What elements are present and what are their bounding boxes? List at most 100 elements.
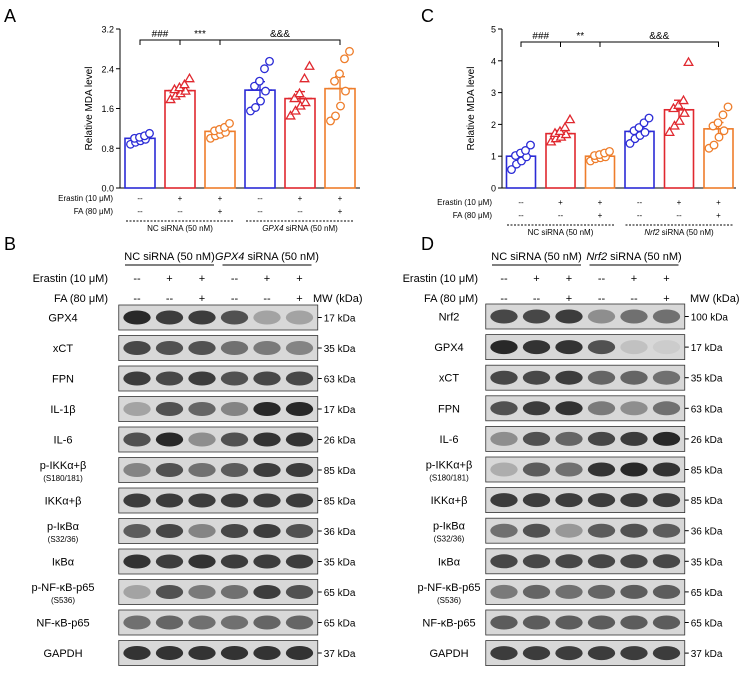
band-label: p-NF-κB-p65	[32, 582, 95, 594]
blot-band	[490, 493, 518, 508]
blot-band	[620, 523, 648, 538]
condition-value: --	[630, 293, 638, 305]
band-label: GPX4	[48, 313, 77, 325]
data-point	[605, 146, 614, 156]
panel-letter: C	[421, 6, 434, 26]
band-label: xCT	[439, 373, 459, 385]
bar	[124, 137, 156, 189]
blot-band	[188, 402, 216, 416]
blot-band	[555, 431, 583, 446]
condition-value: +	[716, 211, 721, 220]
data-point	[683, 56, 694, 67]
blot-band	[220, 646, 249, 660]
blot-band	[555, 523, 583, 538]
blot-band	[555, 646, 583, 661]
blot-band	[253, 341, 281, 355]
blot-band	[253, 646, 281, 660]
condition-value: +	[677, 198, 682, 207]
data-point	[679, 107, 690, 117]
band-label: IκBα	[438, 556, 461, 568]
blot-band	[220, 310, 249, 325]
blot-band	[620, 340, 648, 355]
condition-value: +	[296, 293, 302, 305]
blot-frame	[118, 335, 319, 361]
condition-value: --	[533, 293, 541, 305]
blot-band	[285, 371, 314, 386]
y-tick-label: 4	[491, 56, 496, 66]
condition-value: --	[297, 207, 303, 216]
condition-value: --	[518, 198, 524, 207]
blot-band	[220, 432, 249, 447]
blot-band	[285, 463, 314, 477]
blot-frame	[118, 518, 319, 544]
blot-band	[620, 309, 648, 324]
condition-value: +	[178, 194, 183, 203]
blot-band	[285, 554, 314, 569]
significance-label: ***	[194, 29, 206, 40]
condition-value: +	[598, 211, 603, 220]
blot-band	[220, 493, 249, 508]
condition-value: --	[257, 207, 263, 216]
data-point	[674, 115, 685, 125]
condition-value: +	[199, 293, 205, 305]
blot-band	[522, 370, 551, 385]
group-label: GPX4 siRNA (50 nM)	[215, 251, 319, 263]
blot-band	[620, 615, 648, 630]
y-tick-label: 3.2	[101, 25, 114, 35]
blot-band	[253, 524, 281, 538]
blot-frame	[485, 640, 686, 666]
condition-value: --	[133, 273, 141, 285]
mw-label: 35 kDa	[691, 557, 723, 568]
blot-frame	[118, 548, 319, 575]
condition-value: --	[177, 207, 183, 216]
blot-band	[220, 341, 249, 355]
blot-band	[123, 493, 151, 508]
blot-band	[490, 615, 518, 630]
blot-band	[620, 584, 648, 599]
blot-band	[490, 462, 518, 477]
condition-value: --	[598, 293, 606, 305]
blot-band	[188, 371, 216, 386]
band-sublabel: (S536)	[437, 596, 461, 605]
blot-band	[620, 493, 648, 508]
data-point	[290, 105, 301, 115]
blot-band	[490, 646, 518, 661]
significance-label: &&&	[649, 31, 669, 42]
significance-label: ###	[152, 29, 169, 40]
data-point	[719, 126, 729, 136]
condition-value: --	[137, 194, 143, 203]
condition-value: +	[558, 198, 563, 207]
y-tick-label: 2	[491, 120, 496, 130]
data-point	[256, 96, 265, 106]
significance-bracket	[520, 41, 561, 47]
y-tick-label: 0	[491, 184, 496, 194]
blot-band	[620, 462, 648, 477]
blot-band	[220, 402, 249, 416]
bar	[164, 89, 196, 189]
blot-band	[155, 524, 184, 538]
bar-chart-C: 0 1 2 3 4 5 Relative MDA level ### ** &&& Erastin …	[437, 25, 736, 237]
data-point	[331, 111, 340, 121]
blot-band	[285, 646, 314, 660]
blot-band	[620, 370, 648, 385]
blot-band	[587, 646, 616, 661]
condition-value: --	[637, 198, 643, 207]
blot-band	[285, 585, 314, 599]
bar	[244, 89, 276, 189]
blot-band	[123, 371, 151, 386]
condition-value: +	[338, 194, 343, 203]
band-label: p-IKKα+β	[426, 460, 473, 472]
data-point	[184, 72, 195, 83]
blot-band	[652, 462, 681, 477]
mw-label: 37 kDa	[324, 649, 356, 660]
mw-label: 100 kDa	[691, 313, 729, 324]
band-label: p-NF-κB-p65	[418, 582, 481, 594]
blot-band	[652, 370, 681, 385]
data-point	[521, 146, 530, 155]
condition-label: FA (80 μM)	[453, 211, 493, 220]
blot-frame	[485, 395, 686, 422]
data-point	[299, 72, 310, 83]
data-point	[709, 140, 719, 150]
band-label: GPX4	[434, 342, 463, 354]
blot-band	[490, 431, 518, 446]
